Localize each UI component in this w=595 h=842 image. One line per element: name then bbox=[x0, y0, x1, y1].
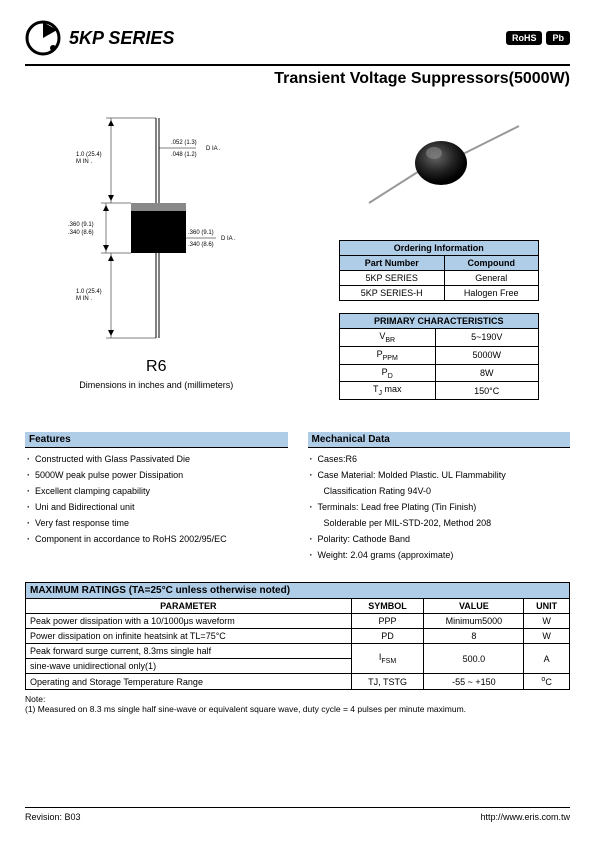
pb-badge: Pb bbox=[546, 31, 570, 45]
mechanical-item: Classification Rating 94V-0 bbox=[310, 486, 571, 496]
feature-item: Excellent clamping capability bbox=[27, 486, 288, 496]
package-caption: Dimensions in inches and (millimeters) bbox=[25, 380, 288, 390]
max-ratings-col: VALUE bbox=[424, 599, 524, 614]
mechanical-item: Terminals: Lead free Plating (Tin Finish… bbox=[310, 502, 571, 512]
svg-text:D IA .: D IA . bbox=[206, 146, 221, 152]
series-title: 5KP SERIES bbox=[69, 28, 174, 49]
primary-title: PRIMARY CHARACTERISTICS bbox=[339, 314, 538, 329]
max-ratings-cell: IFSM bbox=[351, 644, 424, 674]
svg-text:D IA .: D IA . bbox=[221, 236, 236, 242]
max-ratings-cell: sine-wave unidirectional only(1) bbox=[26, 659, 352, 674]
svg-text:.048 (1.2): .048 (1.2) bbox=[171, 152, 197, 158]
max-ratings-cell: A bbox=[524, 644, 570, 674]
svg-text:1.0 (25.4): 1.0 (25.4) bbox=[76, 152, 102, 158]
mechanical-item: Polarity: Cathode Band bbox=[310, 534, 571, 544]
package-label: R6 bbox=[25, 358, 288, 376]
max-ratings-col: UNIT bbox=[524, 599, 570, 614]
ordering-cell: General bbox=[444, 271, 538, 286]
features-column: Features Constructed with Glass Passivat… bbox=[25, 432, 288, 566]
ordering-col-partnum: Part Number bbox=[339, 256, 444, 271]
max-ratings-title: MAXIMUM RATINGS (TA=25°C unless otherwis… bbox=[26, 583, 570, 599]
revision-text: Revision: B03 bbox=[25, 812, 81, 822]
max-ratings-cell: oC bbox=[524, 674, 570, 690]
max-ratings-table: MAXIMUM RATINGS (TA=25°C unless otherwis… bbox=[25, 582, 570, 690]
primary-cell: PPPM bbox=[339, 346, 435, 364]
max-ratings-cell: Minimum5000 bbox=[424, 614, 524, 629]
mechanical-item: Cases:R6 bbox=[310, 454, 571, 464]
max-ratings-col: SYMBOL bbox=[351, 599, 424, 614]
feature-item: Very fast response time bbox=[27, 518, 288, 528]
max-ratings-cell: Operating and Storage Temperature Range bbox=[26, 674, 352, 690]
company-logo bbox=[25, 20, 61, 56]
rohs-badge: RoHS bbox=[506, 31, 543, 45]
max-ratings-cell: PD bbox=[351, 629, 424, 644]
features-header: Features bbox=[25, 432, 288, 448]
max-ratings-cell: W bbox=[524, 614, 570, 629]
package-outline-drawing: 1.0 (25.4) M IN . .052 (1.3) .048 (1.2) … bbox=[56, 108, 256, 348]
notes-section: Note: (1) Measured on 8.3 ms single half… bbox=[25, 694, 570, 714]
features-list: Constructed with Glass Passivated Die 50… bbox=[25, 454, 288, 544]
primary-cell: 5~190V bbox=[435, 329, 538, 347]
ordering-col-compound: Compound bbox=[444, 256, 538, 271]
primary-characteristics-table: PRIMARY CHARACTERISTICS VBR5~190V PPPM50… bbox=[339, 313, 539, 400]
primary-cell: 8W bbox=[435, 364, 538, 382]
ordering-cell: 5KP SERIES bbox=[339, 271, 444, 286]
mechanical-item: Weight: 2.04 grams (approximate) bbox=[310, 550, 571, 560]
max-ratings-cell: -55 ~ +150 bbox=[424, 674, 524, 690]
primary-cell: TJ max bbox=[339, 382, 435, 400]
footer-url: http://www.eris.com.tw bbox=[480, 812, 570, 822]
svg-text:1.0 (25.4): 1.0 (25.4) bbox=[76, 289, 102, 295]
mechanical-header: Mechanical Data bbox=[308, 432, 571, 448]
primary-cell: PD bbox=[339, 364, 435, 382]
max-ratings-cell: 8 bbox=[424, 629, 524, 644]
ordering-cell: 5KP SERIES-H bbox=[339, 286, 444, 301]
upper-section: 1.0 (25.4) M IN . .052 (1.3) .048 (1.2) … bbox=[25, 108, 570, 412]
ordering-title: Ordering Information bbox=[339, 241, 538, 256]
max-ratings-cell: Power dissipation on infinite heatsink a… bbox=[26, 629, 352, 644]
svg-text:.052 (1.3): .052 (1.3) bbox=[171, 140, 197, 146]
info-column: Ordering Information Part Number Compoun… bbox=[308, 108, 571, 412]
page-footer: Revision: B03 http://www.eris.com.tw bbox=[25, 807, 570, 822]
svg-text:.340 (8.6): .340 (8.6) bbox=[188, 242, 214, 248]
mechanical-list: Cases:R6 Case Material: Molded Plastic. … bbox=[308, 454, 571, 560]
primary-cell: 150°C bbox=[435, 382, 538, 400]
max-ratings-cell: Peak forward surge current, 8.3ms single… bbox=[26, 644, 352, 659]
svg-text:.360 (9.1): .360 (9.1) bbox=[68, 222, 94, 228]
max-ratings-cell: 500.0 bbox=[424, 644, 524, 674]
svg-text:M IN .: M IN . bbox=[76, 159, 92, 165]
primary-cell: 5000W bbox=[435, 346, 538, 364]
mechanical-item: Solderable per MIL-STD-202, Method 208 bbox=[310, 518, 571, 528]
header-rule bbox=[25, 64, 570, 66]
feature-item: Constructed with Glass Passivated Die bbox=[27, 454, 288, 464]
max-ratings-col: PARAMETER bbox=[26, 599, 352, 614]
max-ratings-cell: Peak power dissipation with a 10/1000μs … bbox=[26, 614, 352, 629]
svg-text:.360 (9.1): .360 (9.1) bbox=[188, 230, 214, 236]
mechanical-item: Case Material: Molded Plastic. UL Flamma… bbox=[310, 470, 571, 480]
feature-item: 5000W peak pulse power Dissipation bbox=[27, 470, 288, 480]
svg-text:.340 (8.6): .340 (8.6) bbox=[68, 230, 94, 236]
feature-item: Component in accordance to RoHS 2002/95/… bbox=[27, 534, 288, 544]
document-title: Transient Voltage Suppressors(5000W) bbox=[25, 70, 570, 88]
max-ratings-cell: TJ, TSTG bbox=[351, 674, 424, 690]
product-photo bbox=[339, 108, 539, 228]
primary-cell: VBR bbox=[339, 329, 435, 347]
ordering-info-table: Ordering Information Part Number Compoun… bbox=[339, 240, 539, 301]
note-label: Note: bbox=[25, 694, 570, 704]
note-text: (1) Measured on 8.3 ms single half sine-… bbox=[25, 704, 570, 714]
mechanical-column: Mechanical Data Cases:R6 Case Material: … bbox=[308, 432, 571, 566]
max-ratings-cell: W bbox=[524, 629, 570, 644]
feature-item: Uni and Bidirectional unit bbox=[27, 502, 288, 512]
ordering-cell: Halogen Free bbox=[444, 286, 538, 301]
page-header: 5KP SERIES RoHS Pb bbox=[25, 20, 570, 56]
package-column: 1.0 (25.4) M IN . .052 (1.3) .048 (1.2) … bbox=[25, 108, 288, 412]
features-mechanical-section: Features Constructed with Glass Passivat… bbox=[25, 432, 570, 566]
compliance-badges: RoHS Pb bbox=[506, 31, 570, 45]
max-ratings-cell: PPP bbox=[351, 614, 424, 629]
svg-text:M IN .: M IN . bbox=[76, 296, 92, 302]
